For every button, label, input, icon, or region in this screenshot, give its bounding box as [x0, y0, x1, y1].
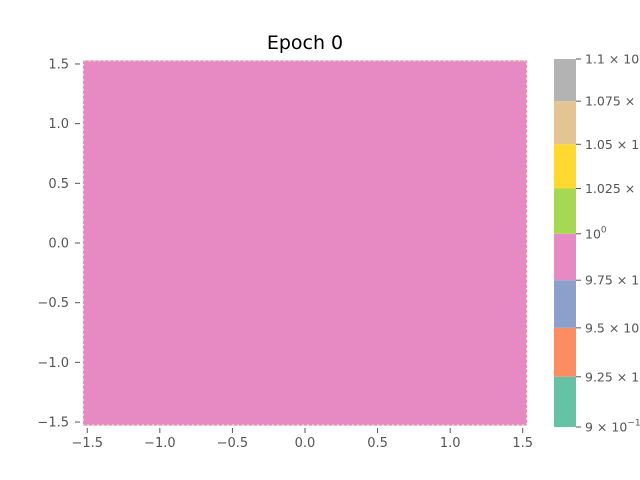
y-tick-label: 0.5	[48, 177, 69, 192]
colorbar-tick-label: 1.05 × 1	[585, 137, 639, 152]
x-tick-label: 0.5	[367, 436, 388, 451]
colorbar-tick-label: 100	[585, 225, 607, 241]
colorbar-tick-label: 9.25 × 1	[585, 369, 639, 384]
x-tick-label: −1.5	[71, 436, 103, 451]
colorbar: 9 × 10−1 9.25 × 1 9.5 × 10 9.75 × 1 100 1.025…	[554, 52, 640, 435]
colorbar-segment	[554, 144, 576, 189]
colorbar-segment	[554, 101, 576, 145]
colorbar-segment	[554, 59, 576, 102]
y-tick-label: 1.0	[48, 117, 69, 132]
colorbar-tick-label: 1.075 ×	[585, 94, 635, 109]
colorbar-tick-label: 9.5 × 10	[585, 320, 639, 335]
y-tick-label: −0.5	[37, 296, 69, 311]
heatmap-edge	[82, 60, 528, 426]
colorbar-segment	[554, 280, 576, 328]
plot-area	[82, 60, 528, 426]
y-tick-label: 1.5	[48, 57, 69, 72]
x-tick-label: −1.0	[144, 436, 176, 451]
chart-title: Epoch 0	[267, 32, 343, 54]
colorbar-segment	[554, 233, 576, 281]
colorbar-segment	[554, 376, 576, 427]
colorbar-tick-label: 1.1 × 10	[585, 52, 639, 67]
x-tick-label: 1.5	[512, 436, 533, 451]
y-axis: −1.5 −1.0 −0.5 0.0 0.5 1.0 1.5	[37, 57, 80, 431]
y-tick-label: −1.0	[37, 356, 69, 371]
y-tick-label: −1.5	[37, 416, 69, 431]
colorbar-tick-label: 9.75 × 1	[585, 273, 639, 288]
colorbar-tick-label: 9 × 10−1	[585, 419, 640, 435]
y-tick-label: 0.0	[48, 237, 69, 252]
x-tick-label: 1.0	[440, 436, 461, 451]
x-axis: −1.5 −1.0 −0.5 0.0 0.5 1.0 1.5	[71, 428, 533, 451]
heatmap-field	[82, 60, 528, 426]
colorbar-tick-label: 1.025 ×	[585, 181, 635, 196]
colorbar-segment	[554, 327, 576, 377]
x-tick-label: 0.0	[295, 436, 316, 451]
colorbar-segment	[554, 188, 576, 234]
x-tick-label: −0.5	[217, 436, 249, 451]
